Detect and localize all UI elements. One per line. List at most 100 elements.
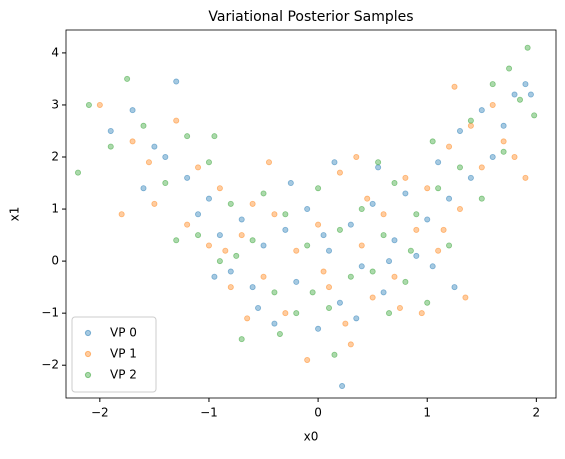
point: [107, 143, 114, 150]
point: [386, 310, 393, 317]
legend-marker: [84, 329, 92, 337]
legend-box: [71, 316, 157, 393]
point: [511, 91, 518, 98]
point: [462, 294, 469, 301]
point: [293, 247, 300, 254]
point: [500, 122, 507, 129]
point: [293, 310, 300, 317]
point: [140, 185, 147, 192]
point: [195, 211, 202, 218]
point: [500, 138, 507, 145]
x-tick-label: −1: [200, 406, 218, 420]
point: [347, 341, 354, 348]
point: [516, 96, 523, 103]
point: [271, 211, 278, 218]
point: [326, 284, 333, 291]
point: [391, 273, 398, 280]
point: [522, 81, 529, 88]
point: [353, 154, 360, 161]
point: [195, 164, 202, 171]
point: [227, 200, 234, 207]
point: [145, 159, 152, 166]
y-tick-label: 0: [51, 254, 59, 268]
y-tick-label: 1: [51, 202, 59, 216]
x-axis-label: x0: [304, 430, 319, 444]
point: [451, 284, 458, 291]
point: [402, 278, 409, 285]
point: [467, 174, 474, 181]
legend-label: VP 1: [110, 347, 137, 361]
point: [429, 263, 436, 270]
point: [271, 320, 278, 327]
point: [304, 206, 311, 213]
point: [435, 185, 442, 192]
point: [489, 101, 496, 108]
point: [342, 320, 349, 327]
point: [249, 200, 256, 207]
point: [260, 190, 267, 197]
point: [244, 315, 251, 322]
point: [358, 242, 365, 249]
point: [402, 190, 409, 197]
point: [222, 247, 229, 254]
point: [249, 237, 256, 244]
point: [315, 185, 322, 192]
point: [216, 185, 223, 192]
point: [478, 195, 485, 202]
point: [380, 232, 387, 239]
point: [347, 221, 354, 228]
point: [440, 226, 447, 233]
y-tick-label: 4: [51, 45, 59, 59]
y-tick-label: 2: [51, 150, 59, 164]
point: [140, 122, 147, 129]
point: [287, 180, 294, 187]
point: [326, 304, 333, 311]
point: [336, 169, 343, 176]
point: [238, 216, 245, 223]
point: [478, 164, 485, 171]
point: [478, 107, 485, 114]
point: [489, 154, 496, 161]
legend-label: VP 2: [110, 368, 137, 382]
point: [304, 357, 311, 364]
point: [380, 289, 387, 296]
point: [339, 383, 346, 390]
point: [320, 232, 327, 239]
point: [173, 78, 180, 85]
point: [446, 195, 453, 202]
point: [369, 268, 376, 275]
point: [293, 278, 300, 285]
legend-marker: [84, 371, 92, 379]
point: [391, 180, 398, 187]
point: [456, 127, 463, 134]
point: [315, 221, 322, 228]
point: [271, 289, 278, 296]
point: [320, 268, 327, 275]
point: [216, 232, 223, 239]
point: [413, 252, 420, 259]
point: [413, 226, 420, 233]
x-tick-label: 1: [423, 406, 431, 420]
point: [522, 174, 529, 181]
point: [260, 273, 267, 280]
legend-label: VP 0: [110, 326, 137, 340]
point: [429, 138, 436, 145]
point: [129, 138, 136, 145]
point: [467, 122, 474, 129]
point: [358, 206, 365, 213]
point: [446, 242, 453, 249]
y-tick-label: −1: [41, 306, 59, 320]
point: [336, 226, 343, 233]
legend-marker: [84, 350, 92, 358]
point: [386, 258, 393, 265]
point: [129, 107, 136, 114]
point: [282, 211, 289, 218]
point: [151, 200, 158, 207]
point: [124, 75, 131, 82]
point: [211, 273, 218, 280]
point: [446, 143, 453, 150]
point: [402, 174, 409, 181]
point: [260, 242, 267, 249]
point: [162, 180, 169, 187]
point: [326, 247, 333, 254]
